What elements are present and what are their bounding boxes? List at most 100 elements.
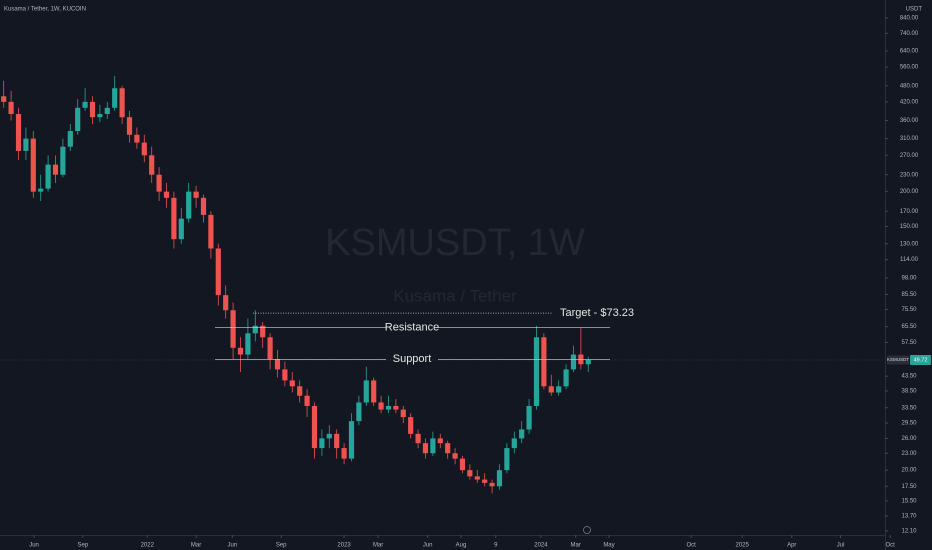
x-tick-label: Mar [373, 543, 383, 549]
candle-body [75, 107, 81, 132]
x-tick-label: Aug [456, 543, 467, 549]
y-tick-label: 150.00 [900, 224, 919, 230]
x-tick-label: Apr [787, 543, 796, 549]
candle-body [504, 448, 510, 471]
candle-body [563, 369, 569, 387]
candle-body [30, 138, 36, 192]
candle-body [445, 443, 451, 454]
level-label: Support [393, 353, 432, 365]
candle-body [282, 369, 288, 381]
y-tick-label: 57.50 [901, 340, 917, 346]
candle-body [511, 438, 517, 449]
candle-body [45, 164, 51, 189]
candle-body [119, 88, 125, 118]
candle-body [15, 113, 22, 151]
candle-body [452, 453, 458, 459]
watermark: KSMUSDT, 1W [325, 222, 585, 264]
candle-body [38, 188, 44, 192]
candle-body [378, 402, 384, 410]
y-tick-label: 114.00 [900, 257, 919, 263]
candle-body [304, 395, 310, 406]
candle-body [570, 354, 577, 370]
y-tick-label: 43.50 [901, 374, 917, 380]
y-tick-label: 17.50 [901, 484, 917, 490]
y-tick-label: 840.00 [900, 16, 919, 22]
candle-body [252, 325, 258, 334]
candle-body [156, 174, 162, 192]
candle-body [326, 433, 332, 439]
candle-body [297, 386, 303, 396]
candle-body [400, 409, 406, 418]
candle-body [126, 117, 133, 135]
y-tick-label: 98.00 [901, 275, 917, 281]
candle-body [311, 405, 318, 449]
candle-body [356, 402, 362, 422]
y-tick-label: 85.50 [901, 292, 917, 298]
candle-body [371, 380, 377, 403]
watermark-subtitle: Kusama / Tether [393, 286, 517, 305]
candle-body [245, 333, 251, 355]
events-icon[interactable] [583, 526, 591, 534]
y-tick-label: 480.00 [900, 83, 919, 89]
candle-body [430, 438, 436, 454]
candle-body [67, 131, 73, 147]
candle-body [393, 405, 399, 410]
x-tick-label: Mar [191, 543, 201, 549]
price-tag-bg [910, 354, 931, 365]
candle-body [482, 479, 488, 483]
candle-body [23, 138, 29, 151]
y-tick-label: 75.50 [901, 307, 917, 313]
x-tick-label: Jul [837, 543, 845, 549]
x-tick-label: Mar [571, 543, 581, 549]
candle-body [178, 218, 184, 240]
candle-body [519, 429, 525, 439]
candle-body [341, 448, 347, 459]
symbol-tag: KSMUSDT [887, 357, 909, 362]
candle-body [215, 248, 221, 296]
candle-body [260, 325, 266, 338]
x-tick-label: Jun [29, 543, 39, 549]
y-tick-label: 15.50 [901, 499, 917, 505]
candle-body [415, 433, 421, 444]
candle-body [541, 337, 547, 387]
x-tick-label: Jun [228, 543, 238, 549]
level-label: Target - $73.23 [560, 307, 634, 319]
candle-body [230, 310, 236, 348]
candle-body [489, 482, 495, 487]
y-tick-label: 640.00 [900, 48, 919, 54]
candle-body [82, 101, 88, 108]
y-tick-label: 360.00 [900, 118, 919, 124]
candle-body [408, 417, 414, 434]
chart-title: Kusama / Tether, 1W, KUCOIN [4, 7, 86, 13]
candle-body [112, 88, 118, 108]
y-tick-label: 33.50 [901, 405, 917, 411]
candle-body [459, 458, 466, 471]
x-tick-label: 2025 [736, 543, 750, 549]
y-tick-label: 130.00 [900, 241, 919, 247]
candle-body [186, 191, 192, 219]
candle-body [348, 421, 355, 459]
candle-body [8, 101, 14, 114]
candle-body [437, 438, 443, 444]
candle-body [97, 113, 103, 118]
y-tick-label: 20.00 [901, 468, 917, 474]
candle-body [548, 386, 554, 393]
x-tick-label: 2024 [534, 543, 548, 549]
candle-body [289, 380, 295, 387]
candle-body [533, 337, 540, 406]
y-tick-label: 270.00 [900, 153, 919, 159]
y-tick-label: 200.00 [900, 189, 919, 195]
y-tick-label: 29.50 [901, 421, 917, 427]
x-tick-label: Oct [886, 543, 896, 549]
y-tick-label: 26.00 [901, 436, 917, 442]
candle-body [149, 155, 155, 175]
candle-body [141, 142, 147, 156]
x-tick-label: 2023 [337, 543, 351, 549]
price-tag: 49.72 [914, 357, 928, 363]
y-tick-label: 170.00 [900, 209, 919, 215]
candle-body [208, 214, 214, 249]
y-tick-label: 38.50 [901, 389, 917, 395]
candle-body [526, 405, 532, 430]
